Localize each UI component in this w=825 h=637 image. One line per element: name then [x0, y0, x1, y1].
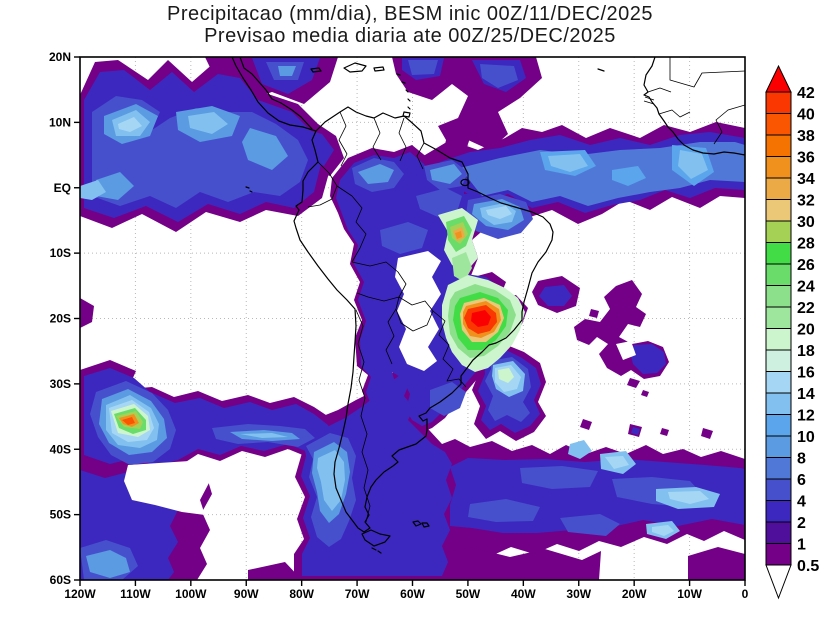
colorbar-label: 8: [797, 451, 806, 468]
colorbar-label: 34: [797, 171, 815, 188]
colorbar-segment: [766, 415, 791, 437]
colorbar-label: 28: [797, 236, 815, 253]
colorbar-segment: [766, 92, 791, 114]
colorbar-segment: [766, 157, 791, 179]
colorbar-label: 30: [797, 214, 815, 231]
colorbar-label: 6: [797, 472, 806, 489]
y-axis-label: 30S: [50, 377, 71, 391]
colorbar-segment: [766, 479, 791, 501]
precipitation-shading: [80, 57, 745, 580]
colorbar-segment: [766, 135, 791, 157]
colorbar-segment: [766, 436, 791, 458]
colorbar-segment: [766, 522, 791, 544]
y-axis-label: 10S: [50, 246, 71, 260]
colorbar-label: 4: [797, 494, 806, 511]
colorbar-segment: [766, 350, 791, 372]
colorbar-over-arrow: [766, 66, 791, 92]
colorbar-label: 10: [797, 429, 815, 446]
colorbar-label: 24: [797, 279, 815, 296]
colorbar-under-arrow: [766, 565, 791, 598]
colorbar-label: 22: [797, 300, 815, 317]
colorbar-label: 16: [797, 365, 815, 382]
colorbar-label: 38: [797, 128, 815, 145]
x-axis-label: 20W: [622, 587, 647, 601]
colorbar-segment: [766, 200, 791, 222]
x-axis-label: 10W: [677, 587, 702, 601]
x-axis-label: 0: [742, 587, 749, 601]
y-axis-label: 10N: [49, 115, 71, 129]
colorbar-label: 12: [797, 408, 815, 425]
x-axis-label: 70W: [345, 587, 370, 601]
colorbar-label: 20: [797, 322, 815, 339]
x-axis-label: 80W: [289, 587, 314, 601]
map-figure: Precipitacao (mm/dia), BESM inic 00Z/11/…: [0, 0, 825, 637]
colorbar-segment: [766, 114, 791, 136]
colorbar-label: 2: [797, 515, 806, 532]
y-axis-label: 40S: [50, 442, 71, 456]
colorbar-segment: [766, 221, 791, 243]
x-axis-label: 100W: [175, 587, 207, 601]
y-axis-label: 60S: [50, 573, 71, 587]
colorbar-segment: [766, 372, 791, 394]
y-axis-label: 20S: [50, 312, 71, 326]
x-axis-label: 120W: [64, 587, 96, 601]
map-title-line1: Precipitacao (mm/dia), BESM inic 00Z/11/…: [167, 3, 653, 25]
colorbar-segment: [766, 286, 791, 308]
y-axis-label: 20N: [49, 50, 71, 64]
colorbar-segment: [766, 501, 791, 523]
colorbar-segment: [766, 393, 791, 415]
x-axis-label: 50W: [456, 587, 481, 601]
colorbar-segment: [766, 458, 791, 480]
colorbar-segment: [766, 264, 791, 286]
colorbar-segment: [766, 307, 791, 329]
colorbar-label: 26: [797, 257, 815, 274]
y-axis-label: 50S: [50, 508, 71, 522]
colorbar-segment: [766, 329, 791, 351]
colorbar: 0.51246810121416182022242628303234363840…: [766, 66, 819, 598]
x-axis-label: 30W: [566, 587, 591, 601]
colorbar-label: 14: [797, 386, 815, 403]
colorbar-label: 1: [797, 537, 806, 554]
x-axis-label: 90W: [234, 587, 259, 601]
precipitation-map-page: Precipitacao (mm/dia), BESM inic 00Z/11/…: [0, 0, 825, 637]
colorbar-label: 36: [797, 150, 815, 167]
x-axis-label: 60W: [400, 587, 425, 601]
colorbar-label: 32: [797, 193, 815, 210]
x-axis-label: 40W: [511, 587, 536, 601]
colorbar-label: 40: [797, 107, 815, 124]
y-axis-label: EQ: [54, 181, 71, 195]
colorbar-segment: [766, 544, 791, 566]
colorbar-segment: [766, 178, 791, 200]
map-title-line2: Previsao media diaria ate 00Z/25/DEC/202…: [204, 25, 616, 47]
colorbar-label: 18: [797, 343, 815, 360]
x-axis-label: 110W: [120, 587, 151, 601]
colorbar-segment: [766, 243, 791, 265]
colorbar-label: 42: [797, 85, 815, 102]
colorbar-label: 0.5: [797, 558, 819, 575]
